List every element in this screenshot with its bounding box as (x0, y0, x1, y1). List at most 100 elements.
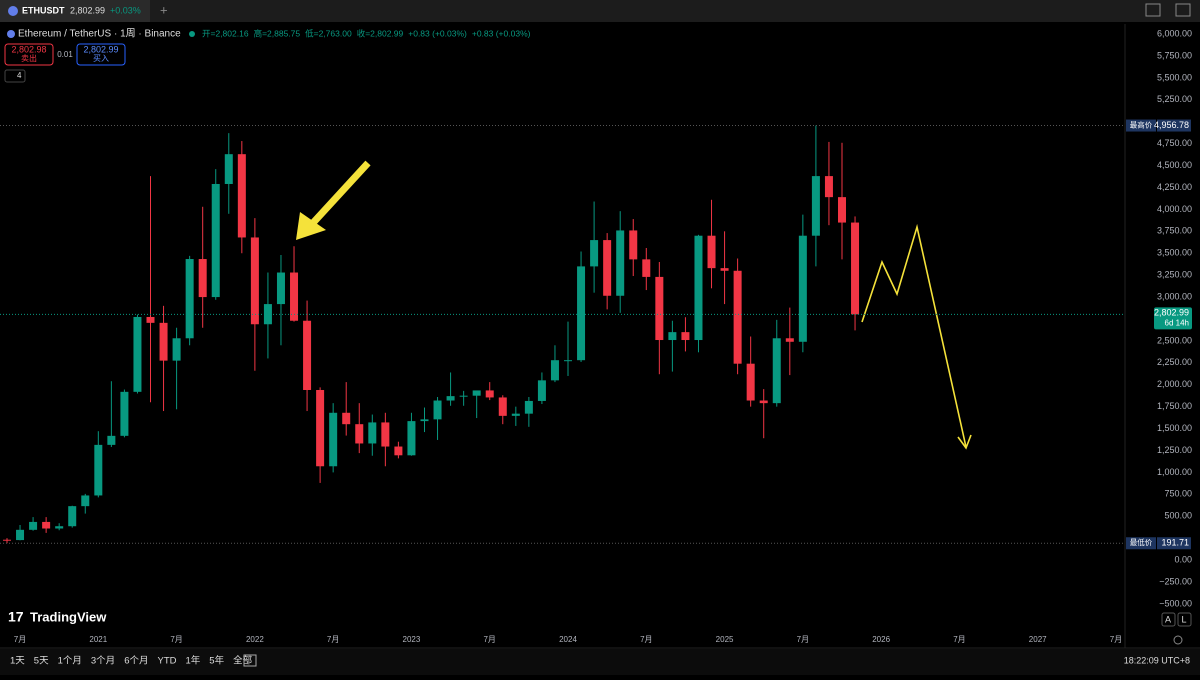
indicator-count: 4 (17, 71, 22, 80)
x-tick-label: 7月 (640, 635, 652, 644)
candle-body (316, 389, 325, 467)
symbol: ETHUSDT (22, 5, 65, 15)
candle-body (407, 421, 416, 456)
range-button[interactable]: 6个月 (124, 656, 148, 667)
x-tick-label: 7月 (797, 635, 809, 644)
buy-label: 买入 (93, 54, 109, 63)
candle-body (720, 268, 729, 271)
candle-body (851, 222, 860, 315)
x-tick-label: 7月 (170, 635, 182, 644)
top-bar (0, 0, 1200, 22)
y-tick-label: 3,000.00 (1157, 291, 1192, 301)
candle-body (107, 435, 116, 445)
candle-body (472, 390, 481, 396)
candle-body (603, 240, 612, 296)
range-button[interactable]: 3个月 (91, 656, 115, 667)
candle-body (81, 495, 90, 507)
buy-button[interactable] (76, 43, 126, 66)
candle-body (746, 363, 755, 401)
lowest-price-name: 最低价 (1130, 537, 1153, 547)
sell-button[interactable] (4, 43, 54, 66)
range-button[interactable]: 5年 (209, 655, 224, 667)
y-tick-label: 3,250.00 (1157, 270, 1192, 280)
candle-body (537, 380, 546, 401)
symbol-tab[interactable] (0, 0, 150, 22)
candle-body (590, 240, 599, 267)
lowest-price-label: 191.71 (1161, 538, 1189, 548)
range-button[interactable]: YTD (157, 656, 176, 667)
candle-body (772, 338, 781, 404)
candle-body (94, 444, 103, 496)
y-tick-label: 1,500.00 (1157, 423, 1192, 433)
add-tab[interactable]: + (160, 2, 168, 17)
candle-body (420, 419, 429, 422)
ohlc-value: 高=2,885.75 (254, 28, 301, 38)
candle-body (224, 154, 233, 184)
candle-body (68, 506, 77, 527)
forecast-path (861, 223, 967, 448)
highest-price-name: 最高价 (1130, 120, 1153, 130)
candle-body (159, 322, 168, 361)
candle-body (668, 332, 677, 341)
candle-body (681, 332, 690, 341)
candle-body (798, 235, 807, 342)
sell-price: 2,802.98 (11, 44, 46, 54)
x-tick-label: 7月 (327, 635, 339, 644)
candle-body (733, 270, 742, 364)
y-tick-label: 1,000.00 (1157, 467, 1192, 477)
brand: 17 TradingView (8, 609, 107, 625)
auto-scale-button[interactable] (1161, 612, 1176, 627)
x-tick-label: 2022 (246, 635, 264, 644)
candle-body (368, 422, 377, 444)
candle-body (55, 526, 64, 529)
range-button[interactable]: 1年 (185, 655, 200, 667)
x-tick-label: 2027 (1029, 635, 1047, 644)
y-tick-label: 3,500.00 (1157, 248, 1192, 258)
highest-price-label-box (1157, 119, 1191, 132)
brand-name: TradingView (30, 609, 107, 624)
candle-body (446, 396, 455, 401)
range-button[interactable]: 全部 (233, 655, 252, 667)
candle-body (394, 446, 403, 456)
candle-body (707, 235, 716, 269)
candle-body (120, 391, 129, 436)
auto-scale-label: A (1165, 614, 1171, 624)
date-range-button[interactable] (243, 654, 257, 667)
candle-body (433, 400, 442, 420)
candle-body (459, 395, 468, 397)
bottom-bar (0, 649, 1200, 675)
eth-icon (8, 6, 18, 16)
log-scale-button[interactable] (1177, 612, 1192, 627)
y-tick-label: 3,750.00 (1157, 226, 1192, 236)
candle-body (42, 521, 51, 529)
x-tick-label: 7月 (14, 635, 26, 644)
indicator-toggle[interactable] (4, 69, 26, 83)
x-tick-label: 2026 (872, 635, 890, 644)
log-scale-label: L (1181, 614, 1186, 624)
price: 2,802.99 (70, 5, 105, 15)
y-tick-label: 5,500.00 (1157, 72, 1192, 82)
clock: 18:22:09 UTC+8 (1124, 655, 1190, 665)
highest-price-label: 4,956.78 (1154, 120, 1189, 130)
settings-button[interactable] (1173, 635, 1183, 645)
buy-price: 2,802.99 (83, 44, 118, 54)
candle-body (616, 230, 625, 296)
candle-body (185, 259, 194, 339)
y-tick-label: 5,750.00 (1157, 50, 1192, 60)
window-button[interactable] (1175, 3, 1191, 17)
annotation-arrowhead (296, 212, 326, 240)
y-tick-label: 2,250.00 (1157, 357, 1192, 367)
range-button[interactable]: 1个月 (58, 656, 82, 667)
x-tick-label: 2024 (559, 635, 577, 644)
range-button[interactable]: 1天 (10, 656, 25, 667)
candle-body (2, 539, 11, 541)
ohlc-value: 低=2,763.00 (305, 28, 352, 38)
candle-body (759, 400, 768, 404)
candle-body (485, 390, 494, 398)
range-button[interactable]: 5天 (34, 656, 49, 667)
layout-button[interactable] (1145, 3, 1161, 17)
highest-price-name-box (1126, 119, 1156, 132)
candle-body (577, 266, 586, 361)
sell-label: 卖出 (21, 53, 37, 63)
